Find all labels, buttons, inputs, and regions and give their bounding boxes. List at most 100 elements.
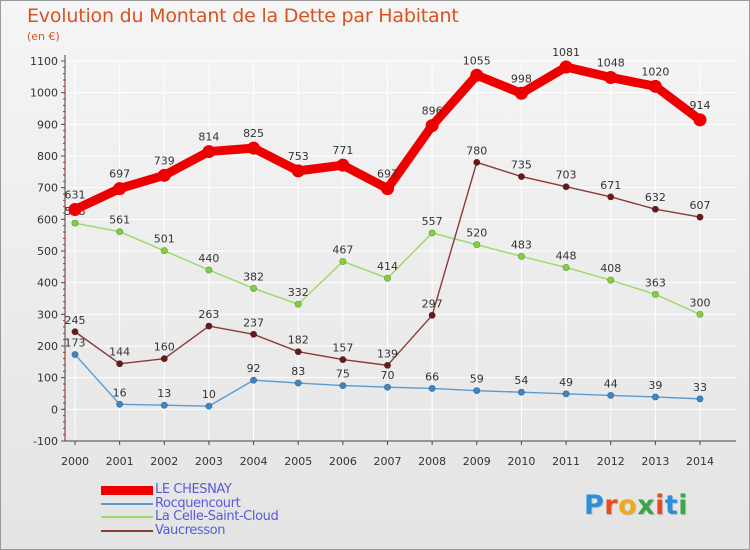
data-point bbox=[517, 252, 525, 260]
data-point bbox=[651, 290, 659, 298]
data-point bbox=[68, 203, 82, 217]
data-label: 382 bbox=[243, 270, 264, 283]
data-label: 697 bbox=[377, 168, 398, 181]
data-point bbox=[205, 322, 213, 330]
data-point bbox=[116, 360, 124, 368]
data-point bbox=[339, 257, 347, 265]
y-tick-label: 600 bbox=[37, 213, 58, 226]
x-tick-label: 2001 bbox=[106, 455, 134, 468]
data-point bbox=[250, 376, 258, 384]
legend-item-rocquencourt: Rocquencourt bbox=[101, 495, 361, 511]
data-label: 1048 bbox=[597, 56, 625, 69]
data-point bbox=[205, 266, 213, 274]
data-point bbox=[294, 348, 302, 356]
x-tick-label: 2007 bbox=[374, 455, 402, 468]
data-label: 49 bbox=[559, 376, 573, 389]
data-label: 414 bbox=[377, 260, 398, 273]
data-point bbox=[71, 219, 79, 227]
data-label: 83 bbox=[291, 365, 305, 378]
data-label: 70 bbox=[381, 369, 395, 382]
data-label: 13 bbox=[157, 387, 171, 400]
data-point bbox=[116, 400, 124, 408]
data-label: 54 bbox=[514, 374, 528, 387]
y-tick-label: 900 bbox=[37, 118, 58, 131]
data-label: 914 bbox=[690, 99, 711, 112]
data-point bbox=[339, 356, 347, 364]
data-label: 671 bbox=[600, 179, 621, 192]
data-point bbox=[559, 60, 573, 74]
data-label: 297 bbox=[422, 297, 443, 310]
data-label: 501 bbox=[154, 233, 175, 246]
y-tick-label: 500 bbox=[37, 245, 58, 258]
data-label: 753 bbox=[288, 150, 309, 163]
data-point bbox=[247, 141, 261, 155]
data-label: 780 bbox=[466, 144, 487, 157]
data-point bbox=[113, 182, 127, 196]
data-label: 632 bbox=[645, 191, 666, 204]
data-label: 75 bbox=[336, 368, 350, 381]
y-tick-label: 0 bbox=[51, 403, 58, 416]
x-tick-label: 2014 bbox=[686, 455, 714, 468]
data-point bbox=[517, 173, 525, 181]
data-label: 66 bbox=[425, 370, 439, 383]
data-label: 363 bbox=[645, 276, 666, 289]
y-tick-label: 100 bbox=[37, 372, 58, 385]
legend-label: LE CHESNAY bbox=[155, 482, 232, 497]
data-label: 1055 bbox=[463, 54, 491, 67]
data-point bbox=[651, 205, 659, 213]
data-point bbox=[71, 351, 79, 359]
data-point bbox=[425, 119, 439, 133]
data-label: 825 bbox=[243, 127, 264, 140]
legend-item-vaucresson: Vaucresson bbox=[101, 522, 361, 538]
data-label: 16 bbox=[113, 386, 127, 399]
data-label: 33 bbox=[693, 381, 707, 394]
data-point bbox=[250, 284, 258, 292]
data-label: 1081 bbox=[552, 46, 580, 59]
data-label: 160 bbox=[154, 341, 175, 354]
data-label: 144 bbox=[109, 346, 130, 359]
data-point bbox=[470, 68, 484, 82]
data-point bbox=[607, 276, 615, 284]
data-point bbox=[157, 168, 171, 182]
data-label: 1020 bbox=[641, 65, 669, 78]
y-tick-label: 1000 bbox=[30, 87, 58, 100]
data-label: 697 bbox=[109, 168, 130, 181]
legend-swatch bbox=[101, 502, 153, 505]
x-tick-label: 2006 bbox=[329, 455, 357, 468]
legend-swatch bbox=[101, 486, 153, 495]
legend-item-le-chesnay: LE CHESNAY bbox=[101, 482, 361, 497]
data-label: 408 bbox=[600, 262, 621, 275]
legend-label: Rocquencourt bbox=[155, 495, 241, 511]
data-label: 139 bbox=[377, 347, 398, 360]
y-tick-label: 200 bbox=[37, 340, 58, 353]
data-point bbox=[562, 183, 570, 191]
data-label: 771 bbox=[332, 144, 353, 157]
data-label: 448 bbox=[556, 249, 577, 262]
data-point bbox=[651, 393, 659, 401]
legend-swatch bbox=[101, 529, 153, 532]
data-point bbox=[517, 388, 525, 396]
legend-label: Vaucresson bbox=[155, 522, 226, 538]
data-label: 440 bbox=[198, 252, 219, 265]
data-label: 182 bbox=[288, 334, 309, 347]
data-point bbox=[205, 402, 213, 410]
x-tick-label: 2009 bbox=[463, 455, 491, 468]
data-point bbox=[607, 391, 615, 399]
data-label: 467 bbox=[332, 243, 353, 256]
data-point bbox=[428, 311, 436, 319]
data-label: 92 bbox=[247, 362, 261, 375]
data-label: 561 bbox=[109, 214, 130, 227]
data-label: 739 bbox=[154, 154, 175, 167]
data-point bbox=[693, 113, 707, 127]
x-tick-label: 2008 bbox=[418, 455, 446, 468]
data-point bbox=[648, 79, 662, 93]
data-point bbox=[514, 86, 528, 100]
data-point bbox=[116, 228, 124, 236]
data-point bbox=[604, 70, 618, 84]
data-point bbox=[336, 158, 350, 172]
data-point bbox=[294, 300, 302, 308]
data-point bbox=[562, 390, 570, 398]
y-tick-label: 700 bbox=[37, 182, 58, 195]
data-label: 896 bbox=[422, 105, 443, 118]
data-point bbox=[607, 193, 615, 201]
